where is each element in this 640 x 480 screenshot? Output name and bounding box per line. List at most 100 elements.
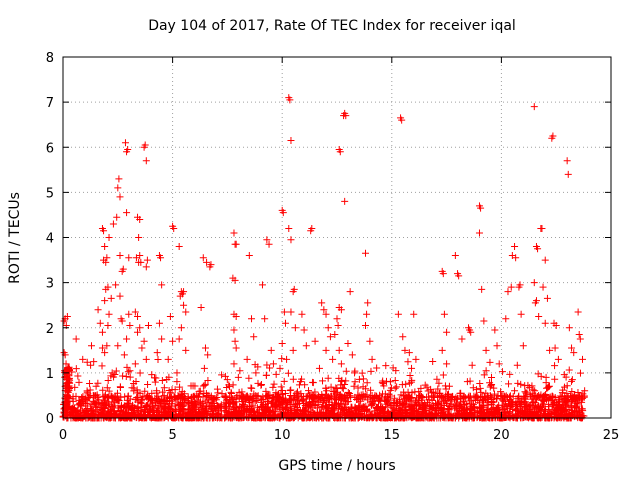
low-point xyxy=(457,389,465,397)
baseline-point xyxy=(374,403,382,411)
baseline-point xyxy=(137,395,145,403)
data-point xyxy=(283,355,291,363)
baseline-point xyxy=(403,409,411,417)
baseline-point xyxy=(76,399,84,407)
low-point xyxy=(322,384,330,392)
low-point xyxy=(110,373,118,381)
low-point xyxy=(213,385,221,393)
baseline-point xyxy=(294,400,302,408)
data-point xyxy=(285,224,293,232)
baseline-point xyxy=(556,412,564,420)
data-point xyxy=(252,369,260,377)
y-tick-label: 5 xyxy=(46,186,54,201)
low-point xyxy=(176,383,184,391)
data-point xyxy=(101,349,109,357)
baseline-point xyxy=(195,399,203,407)
y-tick-label: 1 xyxy=(46,367,54,382)
data-point xyxy=(475,229,483,237)
data-point xyxy=(364,299,372,307)
low-point xyxy=(483,392,491,400)
low-point xyxy=(94,379,102,387)
y-tick-label: 2 xyxy=(46,322,54,337)
low-point xyxy=(221,394,229,402)
data-point xyxy=(290,285,298,293)
baseline-point xyxy=(391,407,399,415)
data-point xyxy=(124,146,132,154)
low-point xyxy=(251,361,259,369)
low-point xyxy=(482,367,490,375)
data-point xyxy=(120,351,128,359)
low-point xyxy=(286,387,294,395)
data-point xyxy=(281,319,289,327)
baseline-point xyxy=(550,409,558,417)
y-tick-label: 3 xyxy=(46,277,54,292)
baseline-point xyxy=(161,410,169,418)
baseline-point xyxy=(331,399,339,407)
low-point xyxy=(270,380,278,388)
baseline-point xyxy=(125,402,133,410)
low-point xyxy=(199,393,207,401)
data-point xyxy=(72,335,80,343)
data-point xyxy=(322,310,330,318)
baseline-point xyxy=(198,404,206,412)
data-point xyxy=(322,346,330,354)
baseline-point xyxy=(330,405,338,413)
low-point xyxy=(71,383,79,391)
low-point xyxy=(223,376,231,384)
baseline-point xyxy=(177,412,185,420)
low-point xyxy=(103,384,111,392)
low-point xyxy=(546,394,554,402)
baseline-point xyxy=(270,411,278,419)
low-point xyxy=(389,364,397,372)
data-point xyxy=(231,337,239,345)
data-point xyxy=(320,306,328,314)
low-point xyxy=(543,384,551,392)
low-point xyxy=(269,393,277,401)
data-point xyxy=(546,346,554,354)
baseline-point xyxy=(569,409,577,417)
data-point xyxy=(261,315,269,323)
baseline-point xyxy=(209,406,217,414)
low-point xyxy=(324,374,332,382)
data-point xyxy=(103,342,111,350)
low-point xyxy=(498,368,506,376)
baseline-point xyxy=(400,401,408,409)
low-point xyxy=(428,389,436,397)
low-point xyxy=(386,378,394,386)
baseline-point xyxy=(431,410,439,418)
x-tick-label: 5 xyxy=(168,428,176,443)
data-point xyxy=(136,252,144,260)
data-point xyxy=(134,312,142,320)
baseline-point xyxy=(157,400,165,408)
baseline-point xyxy=(426,405,434,413)
data-point xyxy=(491,326,499,334)
baseline-point xyxy=(325,413,333,421)
low-point xyxy=(362,392,370,400)
data-point xyxy=(182,308,190,316)
low-point xyxy=(429,358,437,366)
baseline-point xyxy=(487,409,495,417)
low-point xyxy=(142,393,150,401)
low-point xyxy=(262,387,270,395)
baseline-point xyxy=(517,401,525,409)
baseline-point xyxy=(527,401,535,409)
data-point xyxy=(554,355,562,363)
data-point xyxy=(467,328,475,336)
low-point xyxy=(363,379,371,387)
baseline-point xyxy=(445,406,453,414)
low-point xyxy=(84,390,92,398)
baseline-point xyxy=(531,399,539,407)
baseline-point xyxy=(128,401,136,409)
baseline-point xyxy=(563,406,571,414)
data-point xyxy=(530,103,538,111)
baseline-point xyxy=(473,413,481,421)
low-point xyxy=(367,367,375,375)
baseline-point xyxy=(174,392,182,400)
low-point xyxy=(293,388,301,396)
data-point xyxy=(60,400,68,408)
data-point xyxy=(519,342,527,350)
data-point xyxy=(135,234,143,241)
baseline-point xyxy=(371,407,379,415)
data-point xyxy=(232,312,240,320)
